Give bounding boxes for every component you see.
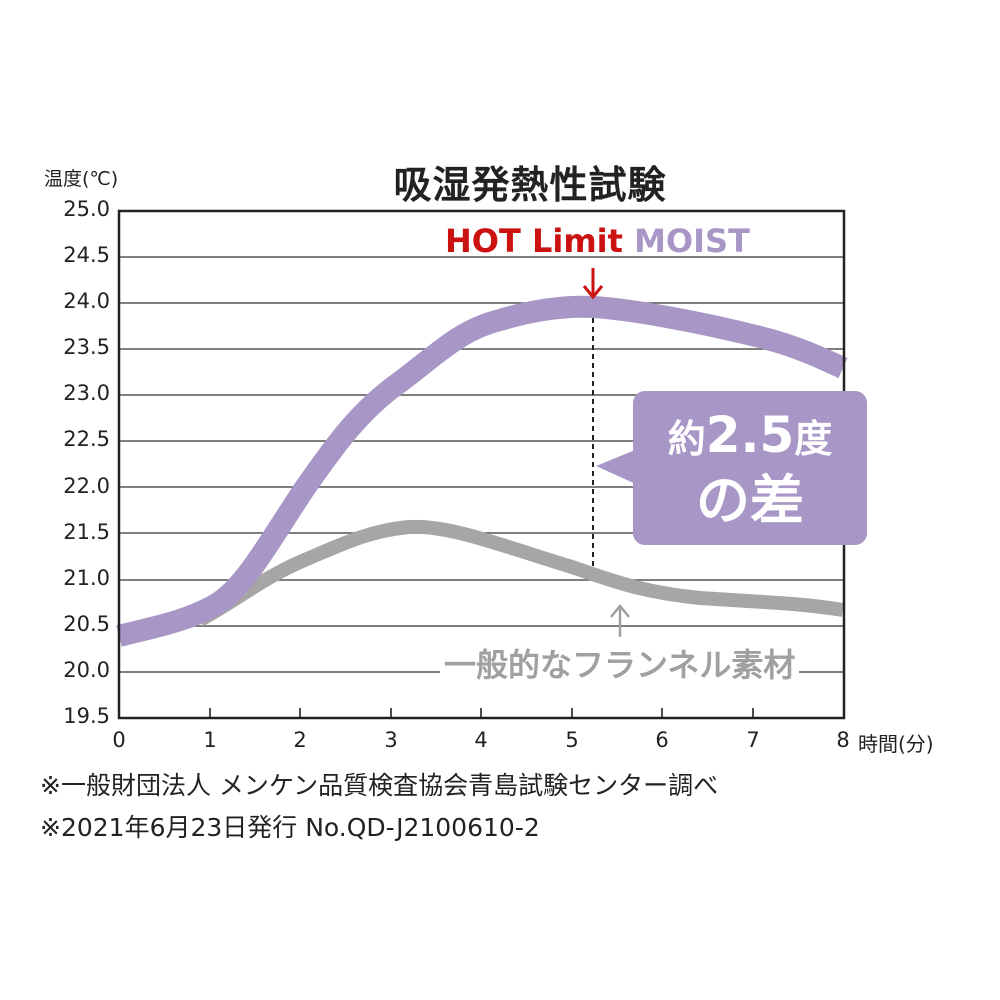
difference-callout: 約2.5度 の差 [633,391,867,545]
legend-hot-limit-moist: HOT Limit MOIST [445,222,750,260]
x-tick: 3 [384,728,398,752]
y-tick: 24.0 [63,289,110,313]
y-tick: 22.0 [63,474,110,498]
x-tick: 6 [655,728,669,752]
y-axis-label: 温度(℃) [44,168,119,190]
callout-pointer [596,448,640,486]
x-tick: 7 [746,728,760,752]
diff-prefix: 約 [667,417,706,461]
up-arrow-icon [610,604,630,637]
y-tick: 21.5 [63,520,110,544]
x-tick: 1 [203,728,217,752]
x-tick-marks [209,708,754,718]
x-tick: 4 [474,728,488,752]
legend-hot-limit-text: HOT Limit [445,222,623,260]
x-axis-label: 時間(分) [858,732,934,756]
y-tick: 23.0 [63,381,110,405]
y-tick: 20.5 [63,612,110,636]
down-arrow-icon [582,268,604,300]
x-tick: 5 [565,728,579,752]
diff-unit: 度 [794,417,833,461]
footnote-source: ※一般財団法人 メンケン品質検査協会青島試験センター調べ [40,771,719,800]
x-tick: 8 [836,728,850,752]
diff-suffix: の差 [696,469,804,532]
footnote-report: ※2021年6月23日発行 No.QD-J2100610-2 [40,813,540,842]
x-tick: 0 [112,728,126,752]
diff-value: 2.5 [705,406,795,464]
legend-moist-text: MOIST [634,222,750,260]
y-tick: 23.5 [63,335,110,359]
y-tick: 25.0 [63,197,110,221]
legend-flannel: 一般的なフランネル素材 [440,640,800,686]
y-tick: 20.0 [63,658,110,682]
series-flannel-line [196,519,845,627]
series-hotlimit-line [116,295,848,647]
y-tick: 22.5 [63,427,110,451]
y-tick: 21.0 [63,566,110,590]
chart-title: 吸湿発熱性試験 [393,163,667,207]
y-tick: 19.5 [63,704,110,728]
y-tick: 24.5 [63,243,110,267]
x-tick: 2 [293,728,307,752]
